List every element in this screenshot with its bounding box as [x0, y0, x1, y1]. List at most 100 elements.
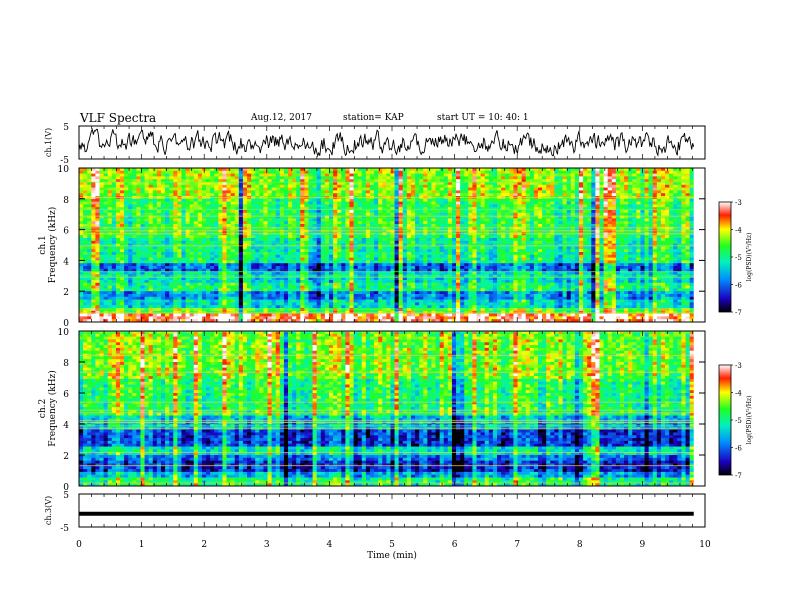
- ch1-spectrogram-cell: [578, 254, 584, 258]
- ch1-spectrogram-cell: [538, 168, 543, 172]
- ch1-spectrogram-cell: [427, 204, 432, 208]
- ch1-spectrogram-cell: [406, 224, 412, 228]
- ch1-spectrogram-cell: [111, 235, 117, 239]
- ch1-spectrogram-cell: [152, 187, 158, 191]
- ch1-spectrogram-cell: [624, 240, 629, 244]
- ch1-spectrogram-cell: [435, 249, 441, 253]
- ch1-spectrogram-cell: [83, 193, 88, 197]
- ch1-spectrogram-cell: [529, 198, 535, 202]
- ch1-spectrogram-cell: [271, 221, 277, 225]
- ch1-spectrogram-cell: [681, 226, 686, 230]
- ch1-spectrogram-cell: [505, 210, 510, 214]
- ch1-spectrogram-cell: [345, 218, 350, 222]
- ch1-spectrogram-cell: [242, 252, 248, 256]
- ch1-spectrogram-cell: [583, 190, 588, 194]
- ch1-spectrogram-cell: [169, 260, 174, 264]
- ch1-spectrogram-cell: [406, 229, 412, 233]
- ch1-spectrogram-cell: [242, 176, 248, 180]
- ch1-spectrogram-cell: [665, 201, 670, 205]
- ch1-spectrogram-cell: [554, 184, 559, 188]
- ch1-spectrogram-cell: [665, 240, 670, 244]
- ch1-spectrogram-cell: [607, 210, 613, 214]
- ch1-spectrogram-cell: [583, 249, 588, 253]
- ch1-spectrogram-cell: [410, 168, 416, 172]
- ch1-spectrogram-cell: [562, 235, 568, 239]
- ch1-spectrogram-cell: [128, 168, 133, 172]
- ch1-spectrogram-cell: [218, 224, 223, 228]
- ch1-spectrogram-cell: [583, 179, 588, 183]
- ch1-spectrogram-cell: [234, 210, 240, 214]
- ch1-spectrogram-cell: [279, 182, 285, 186]
- ch1-spectrogram-cell: [640, 201, 645, 205]
- ch1-spectrogram-cell: [247, 243, 252, 247]
- ch1-spectrogram-cell: [230, 226, 236, 230]
- ch1-spectrogram-cell: [132, 176, 137, 180]
- ch1-spectrogram-cell: [247, 201, 252, 205]
- ch1-spectrogram-cell: [640, 224, 645, 228]
- ch1-spectrogram-cell: [148, 168, 154, 172]
- ch1-spectrogram-cell: [267, 173, 273, 177]
- ch1-spectrogram-cell: [427, 218, 432, 222]
- ch1-spectrogram-cell: [308, 218, 313, 222]
- ch1-spectrogram-cell: [640, 229, 645, 233]
- ch1-spectrogram-cell: [255, 207, 260, 211]
- ch1-spectrogram-cell: [271, 187, 277, 191]
- ch1-spectrogram-cell: [251, 215, 256, 219]
- ch1-spectrogram-cell: [402, 252, 408, 256]
- ch1-spectrogram-cell: [660, 182, 666, 186]
- ch1-spectrogram-cell: [218, 215, 223, 219]
- ch1-spectrogram-cell: [566, 221, 572, 225]
- ch1-spectrogram-cell: [624, 204, 629, 208]
- ch1-spectrogram-cell: [505, 235, 510, 239]
- ch1-spectrogram-cell: [275, 168, 281, 172]
- ch1-spectrogram-cell: [451, 212, 457, 216]
- ch1-spectrogram-cell: [410, 193, 416, 197]
- ch1-spectrogram-cell: [271, 210, 277, 214]
- ch1-spectrogram-cell: [251, 201, 256, 205]
- ch1-spectrogram-cell: [578, 249, 584, 253]
- ch1-spectrogram-cell: [271, 226, 277, 230]
- ch1-spectrogram-cell: [525, 179, 531, 183]
- ch1-spectrogram-cell: [206, 176, 211, 180]
- ch1-spectrogram-cell: [201, 235, 207, 239]
- ch1-spectrogram-cell: [497, 240, 502, 244]
- ch1-spectrogram-cell: [599, 252, 604, 256]
- ch1-spectrogram-cell: [238, 226, 244, 230]
- ch1-spectrogram-cell: [427, 190, 432, 194]
- ch1-spectrogram-cell: [136, 182, 141, 186]
- ch1-spectrogram-cell: [193, 215, 199, 219]
- ch1-spectrogram-cell: [197, 235, 203, 239]
- ch1-spectrogram-cell: [431, 252, 436, 256]
- ch1-spectrogram-cell: [660, 229, 666, 233]
- ch1-spectrogram-cell: [234, 204, 240, 208]
- ch1-spectrogram-cell: [521, 198, 527, 202]
- ch1-spectrogram-cell: [247, 229, 252, 233]
- ch1-spectrogram-cell: [312, 212, 318, 216]
- ch1-spectrogram-cell: [275, 207, 281, 211]
- ch1-spectrogram-cell: [566, 212, 572, 216]
- ch1-spectrogram-cell: [271, 201, 277, 205]
- ch1-spectrogram-cell: [95, 207, 100, 211]
- ch1-spectrogram-cell: [316, 170, 322, 174]
- ch1-spectrogram-cell: [599, 246, 604, 250]
- ch1-spectrogram-cell: [410, 190, 416, 194]
- ch1-spectrogram-cell: [451, 226, 457, 230]
- ch1-spectrogram-cell: [304, 173, 309, 177]
- ch1-spectrogram-cell: [599, 210, 604, 214]
- ch1-spectrogram-cell: [201, 212, 207, 216]
- ch1-spectrogram-cell: [538, 207, 543, 211]
- ch1-spectrogram-cell: [296, 182, 301, 186]
- ch1-spectrogram-cell: [570, 229, 576, 233]
- ch1-spectrogram-cell: [357, 226, 363, 230]
- ch1-spectrogram-cell: [427, 184, 432, 188]
- ch1-spectrogram-cell: [669, 249, 674, 253]
- ch1-spectrogram-cell: [607, 252, 613, 256]
- ch1-spectrogram-cell: [415, 207, 420, 211]
- ch1-spectrogram-cell: [652, 249, 658, 253]
- ch1-spectrogram-cell: [607, 207, 613, 211]
- ch1-spectrogram-cell: [304, 176, 309, 180]
- ch1-spectrogram-cell: [103, 187, 109, 191]
- ch1-spectrogram-cell: [439, 173, 445, 177]
- ch1-spectrogram-cell: [624, 246, 629, 250]
- ch1-spectrogram-cell: [529, 246, 535, 250]
